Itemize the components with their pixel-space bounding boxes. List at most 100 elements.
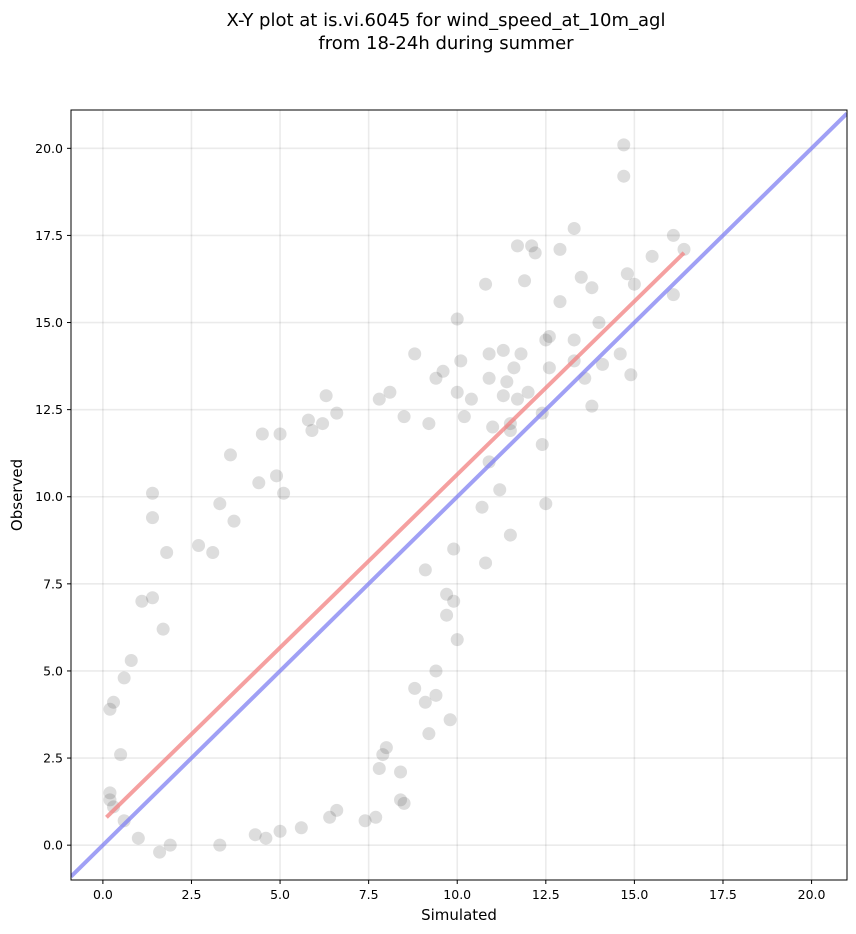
data-point	[457, 410, 471, 424]
data-point	[248, 828, 262, 842]
data-point	[397, 796, 411, 810]
data-point	[627, 277, 641, 291]
data-point	[117, 814, 131, 828]
data-point	[596, 357, 610, 371]
data-point	[479, 556, 493, 570]
data-point	[117, 671, 131, 685]
y-axis-ticks: 0.0 2.5 5.0 7.5 10.0 12.5 15.0 17.5 20.0	[35, 141, 71, 853]
data-point	[358, 814, 372, 828]
data-point	[479, 277, 493, 291]
data-point	[323, 810, 337, 824]
data-point	[624, 368, 638, 382]
data-point	[464, 392, 478, 406]
data-point	[163, 838, 177, 852]
data-point	[330, 803, 344, 817]
data-point	[482, 347, 496, 361]
plot-frame	[70, 109, 848, 881]
data-point	[330, 406, 344, 420]
data-point	[376, 748, 390, 762]
data-point	[394, 765, 408, 779]
data-point	[518, 274, 532, 288]
data-point	[617, 169, 631, 183]
x-tick-label: 20.0	[798, 887, 826, 902]
y-tick-label: 10.0	[35, 489, 63, 504]
y-tick-label: 5.0	[43, 663, 63, 678]
data-point	[213, 838, 227, 852]
data-point	[301, 413, 315, 427]
y-tick-label: 12.5	[35, 402, 63, 417]
x-tick-label: 17.5	[709, 887, 737, 902]
x-tick-label: 7.5	[359, 887, 379, 902]
data-point	[372, 762, 386, 776]
data-point	[620, 267, 634, 281]
data-point	[422, 727, 436, 741]
data-point	[408, 681, 422, 695]
data-point	[493, 483, 507, 497]
x-tick-label: 10.0	[443, 887, 471, 902]
data-point	[429, 664, 443, 678]
data-point	[103, 793, 117, 807]
data-point	[613, 347, 627, 361]
data-point	[227, 514, 241, 528]
data-point	[107, 695, 121, 709]
data-point	[418, 695, 432, 709]
y-tick-label: 2.5	[43, 751, 63, 766]
data-point	[418, 563, 432, 577]
data-point	[270, 469, 284, 483]
data-point	[482, 455, 496, 469]
chart-title-line-1: X-Y plot at is.vi.6045 for wind_speed_at…	[227, 10, 666, 31]
data-point	[645, 249, 659, 263]
data-point	[145, 591, 159, 605]
data-point	[277, 486, 291, 500]
data-point	[213, 497, 227, 511]
data-point	[394, 793, 408, 807]
y-tick-label: 20.0	[35, 141, 63, 156]
data-point	[514, 347, 528, 361]
x-tick-label: 2.5	[182, 887, 202, 902]
data-point	[103, 702, 117, 716]
data-point	[447, 594, 461, 608]
data-point	[114, 748, 128, 762]
data-point	[273, 427, 287, 441]
data-point	[408, 347, 422, 361]
data-point	[454, 354, 468, 368]
data-point	[496, 343, 510, 357]
data-point	[482, 371, 496, 385]
data-point	[567, 221, 581, 235]
data-point	[475, 500, 489, 514]
data-point	[294, 821, 308, 835]
identity-line	[71, 112, 847, 878]
data-point	[525, 239, 539, 253]
x-tick-label: 12.5	[532, 887, 560, 902]
data-point	[496, 389, 510, 403]
data-point	[539, 333, 553, 347]
data-point	[156, 622, 170, 636]
data-point	[429, 688, 443, 702]
data-point	[259, 831, 273, 845]
data-point	[383, 385, 397, 399]
data-point	[507, 361, 521, 375]
data-point	[429, 371, 443, 385]
x-axis-label: Simulated	[421, 906, 497, 924]
data-point	[486, 420, 500, 434]
data-point	[305, 424, 319, 438]
data-point	[372, 392, 386, 406]
data-point	[192, 539, 206, 553]
data-point	[542, 329, 556, 343]
data-point	[666, 228, 680, 242]
data-point	[135, 594, 149, 608]
y-tick-label: 0.0	[43, 838, 63, 853]
data-point	[252, 476, 266, 490]
data-point	[510, 239, 524, 253]
data-point	[436, 364, 450, 378]
reference-lines	[71, 112, 847, 878]
data-point	[666, 288, 680, 302]
y-tick-label: 15.0	[35, 315, 63, 330]
data-point	[617, 138, 631, 152]
data-point	[592, 316, 606, 330]
data-point	[397, 410, 411, 424]
data-point	[535, 437, 549, 451]
data-point	[369, 810, 383, 824]
data-point	[539, 497, 553, 511]
